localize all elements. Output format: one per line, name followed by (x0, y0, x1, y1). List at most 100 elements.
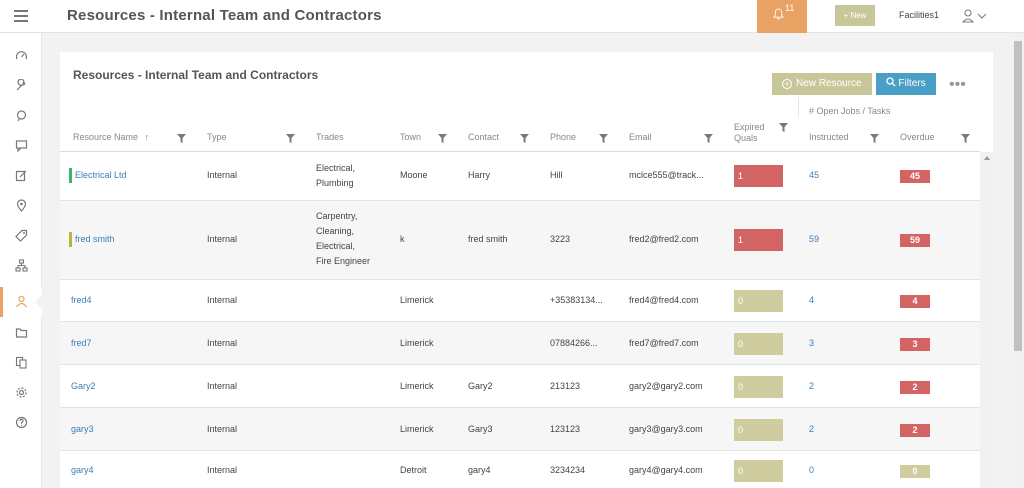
instructed-link[interactable]: 4 (809, 295, 815, 305)
settings-icon (16, 387, 27, 398)
table-scrollbar[interactable] (980, 152, 993, 488)
notifications-button[interactable]: 11 (757, 0, 807, 33)
sidebar-item-help[interactable] (0, 408, 42, 438)
resource-name-link[interactable]: fred4 (71, 295, 92, 305)
email-cell: fred2@fred2.com (629, 234, 699, 244)
user-menu-icon[interactable] (962, 9, 988, 23)
sidebar-item-settings[interactable] (0, 378, 42, 408)
page-scrollbar[interactable] (1012, 33, 1024, 488)
trade-item: Electrical, (316, 163, 356, 173)
table-row[interactable]: Gary2 Internal Limerick Gary2 213123 gar… (60, 365, 980, 408)
more-options-icon[interactable]: ••• (949, 76, 966, 93)
sidebar-item-locations[interactable] (0, 191, 42, 221)
trades-cell: Carpentry, Cleaning, Electrical, Fire Engin… (316, 209, 370, 269)
new-resource-button[interactable]: + New Resource (772, 73, 872, 95)
column-header-overdue[interactable]: Overdue (900, 132, 935, 142)
table-row[interactable]: Electrical Ltd Internal Electrical, Plumb… (60, 152, 980, 201)
table-row[interactable]: gary3 Internal Limerick Gary3 123123 gar… (60, 408, 980, 451)
phone-cell: 07884266... (550, 338, 598, 348)
table-row[interactable]: gary4 Internal Detroit gary4 3234234 gar… (60, 451, 980, 488)
town-cell: Limerick (400, 381, 434, 391)
resource-name-link[interactable]: Electrical Ltd (75, 170, 127, 180)
trade-item: Cleaning, (316, 226, 355, 236)
menu-icon[interactable] (14, 10, 28, 22)
resource-name-link[interactable]: gary3 (71, 424, 94, 434)
town-cell: Moone (400, 170, 428, 180)
filter-icon[interactable] (961, 134, 970, 143)
sidebar-item-assets[interactable] (0, 221, 42, 251)
sidebar-item-dashboard[interactable] (0, 41, 42, 71)
account-name[interactable]: Facilities1 (899, 10, 940, 20)
row-marker (69, 232, 72, 247)
overdue-badge[interactable]: 4 (900, 295, 930, 308)
sidebar-item-structure[interactable] (0, 251, 42, 281)
page-title: Resources - Internal Team and Contractor… (67, 7, 382, 24)
overdue-badge[interactable]: 2 (900, 424, 930, 437)
expired-quals-badge[interactable]: 0 (734, 376, 783, 398)
filter-icon[interactable] (704, 134, 713, 143)
expired-quals-badge[interactable]: 0 (734, 333, 783, 355)
sidebar-item-resources[interactable] (0, 287, 43, 317)
table-row[interactable]: fred4 Internal Limerick +35383134... fre… (60, 280, 980, 322)
sidebar-item-requests[interactable] (0, 101, 42, 131)
sidebar-item-forms[interactable] (0, 161, 42, 191)
instructed-link[interactable]: 2 (809, 381, 815, 391)
instructed-link[interactable]: 3 (809, 338, 815, 348)
town-cell: k (400, 234, 405, 244)
expired-quals-badge[interactable]: 0 (734, 290, 783, 312)
instructed-link[interactable]: 0 (809, 465, 815, 475)
column-header-expired-quals[interactable]: Expired Quals (734, 122, 765, 144)
overdue-badge[interactable]: 3 (900, 338, 930, 351)
overdue-badge[interactable]: 59 (900, 234, 930, 247)
instructed-link[interactable]: 45 (809, 170, 820, 180)
filter-icon[interactable] (779, 123, 788, 132)
filter-icon[interactable] (286, 134, 295, 143)
overdue-badge[interactable]: 0 (900, 465, 930, 478)
filter-icon[interactable] (870, 134, 879, 143)
town-cell: Detroit (400, 465, 427, 475)
plus-circle-icon: + (782, 79, 792, 89)
overdue-badge[interactable]: 2 (900, 381, 930, 394)
column-header-type[interactable]: Type (207, 132, 227, 142)
town-cell: Limerick (400, 338, 434, 348)
instructed-link[interactable]: 2 (809, 424, 815, 434)
sidebar-item-documents[interactable] (0, 348, 42, 378)
sidebar-item-files[interactable] (0, 318, 42, 348)
open-jobs-header: # Open Jobs / Tasks (809, 106, 891, 116)
sidebar-item-jobs[interactable] (0, 71, 42, 101)
column-header-trades[interactable]: Trades (316, 132, 344, 142)
expired-quals-badge[interactable]: 0 (734, 419, 783, 441)
column-header-resource-name[interactable]: Resource Name ↑ (73, 132, 149, 142)
table-row[interactable]: fred smith Internal Carpentry, Cleaning, E… (60, 201, 980, 280)
scrollbar-thumb[interactable] (1014, 41, 1022, 351)
column-header-instructed[interactable]: Instructed (809, 132, 849, 142)
filter-icon[interactable] (177, 134, 186, 143)
expired-quals-badge[interactable]: 1 (734, 165, 783, 187)
instructed-link[interactable]: 59 (809, 234, 820, 244)
resource-name-link[interactable]: gary4 (71, 465, 94, 475)
resource-name-link[interactable]: fred7 (71, 338, 92, 348)
type-cell: Internal (207, 465, 238, 475)
resource-name-link[interactable]: fred smith (75, 234, 115, 244)
expired-quals-badge[interactable]: 1 (734, 229, 783, 251)
new-button[interactable]: + New (835, 5, 875, 26)
filters-button[interactable]: Filters (876, 73, 936, 95)
filter-icon[interactable] (438, 134, 447, 143)
type-cell: Internal (207, 338, 238, 348)
resource-name-link[interactable]: Gary2 (71, 381, 96, 391)
filter-icon[interactable] (520, 134, 529, 143)
town-cell: Limerick (400, 295, 434, 305)
column-header-town[interactable]: Town (400, 132, 422, 142)
sidebar-item-messages[interactable] (0, 131, 42, 161)
table-row[interactable]: fred7 Internal Limerick 07884266... fred… (60, 322, 980, 365)
overdue-badge[interactable]: 45 (900, 170, 930, 183)
column-header-email[interactable]: Email (629, 132, 652, 142)
column-header-contact[interactable]: Contact (468, 132, 500, 142)
expired-quals-badge[interactable]: 0 (734, 460, 783, 482)
location-pin-icon (16, 199, 27, 212)
column-header-phone[interactable]: Phone (550, 132, 577, 142)
documents-icon (15, 356, 27, 369)
scroll-up-arrow-icon[interactable] (984, 156, 990, 160)
filter-icon[interactable] (599, 134, 608, 143)
row-marker (69, 168, 72, 183)
